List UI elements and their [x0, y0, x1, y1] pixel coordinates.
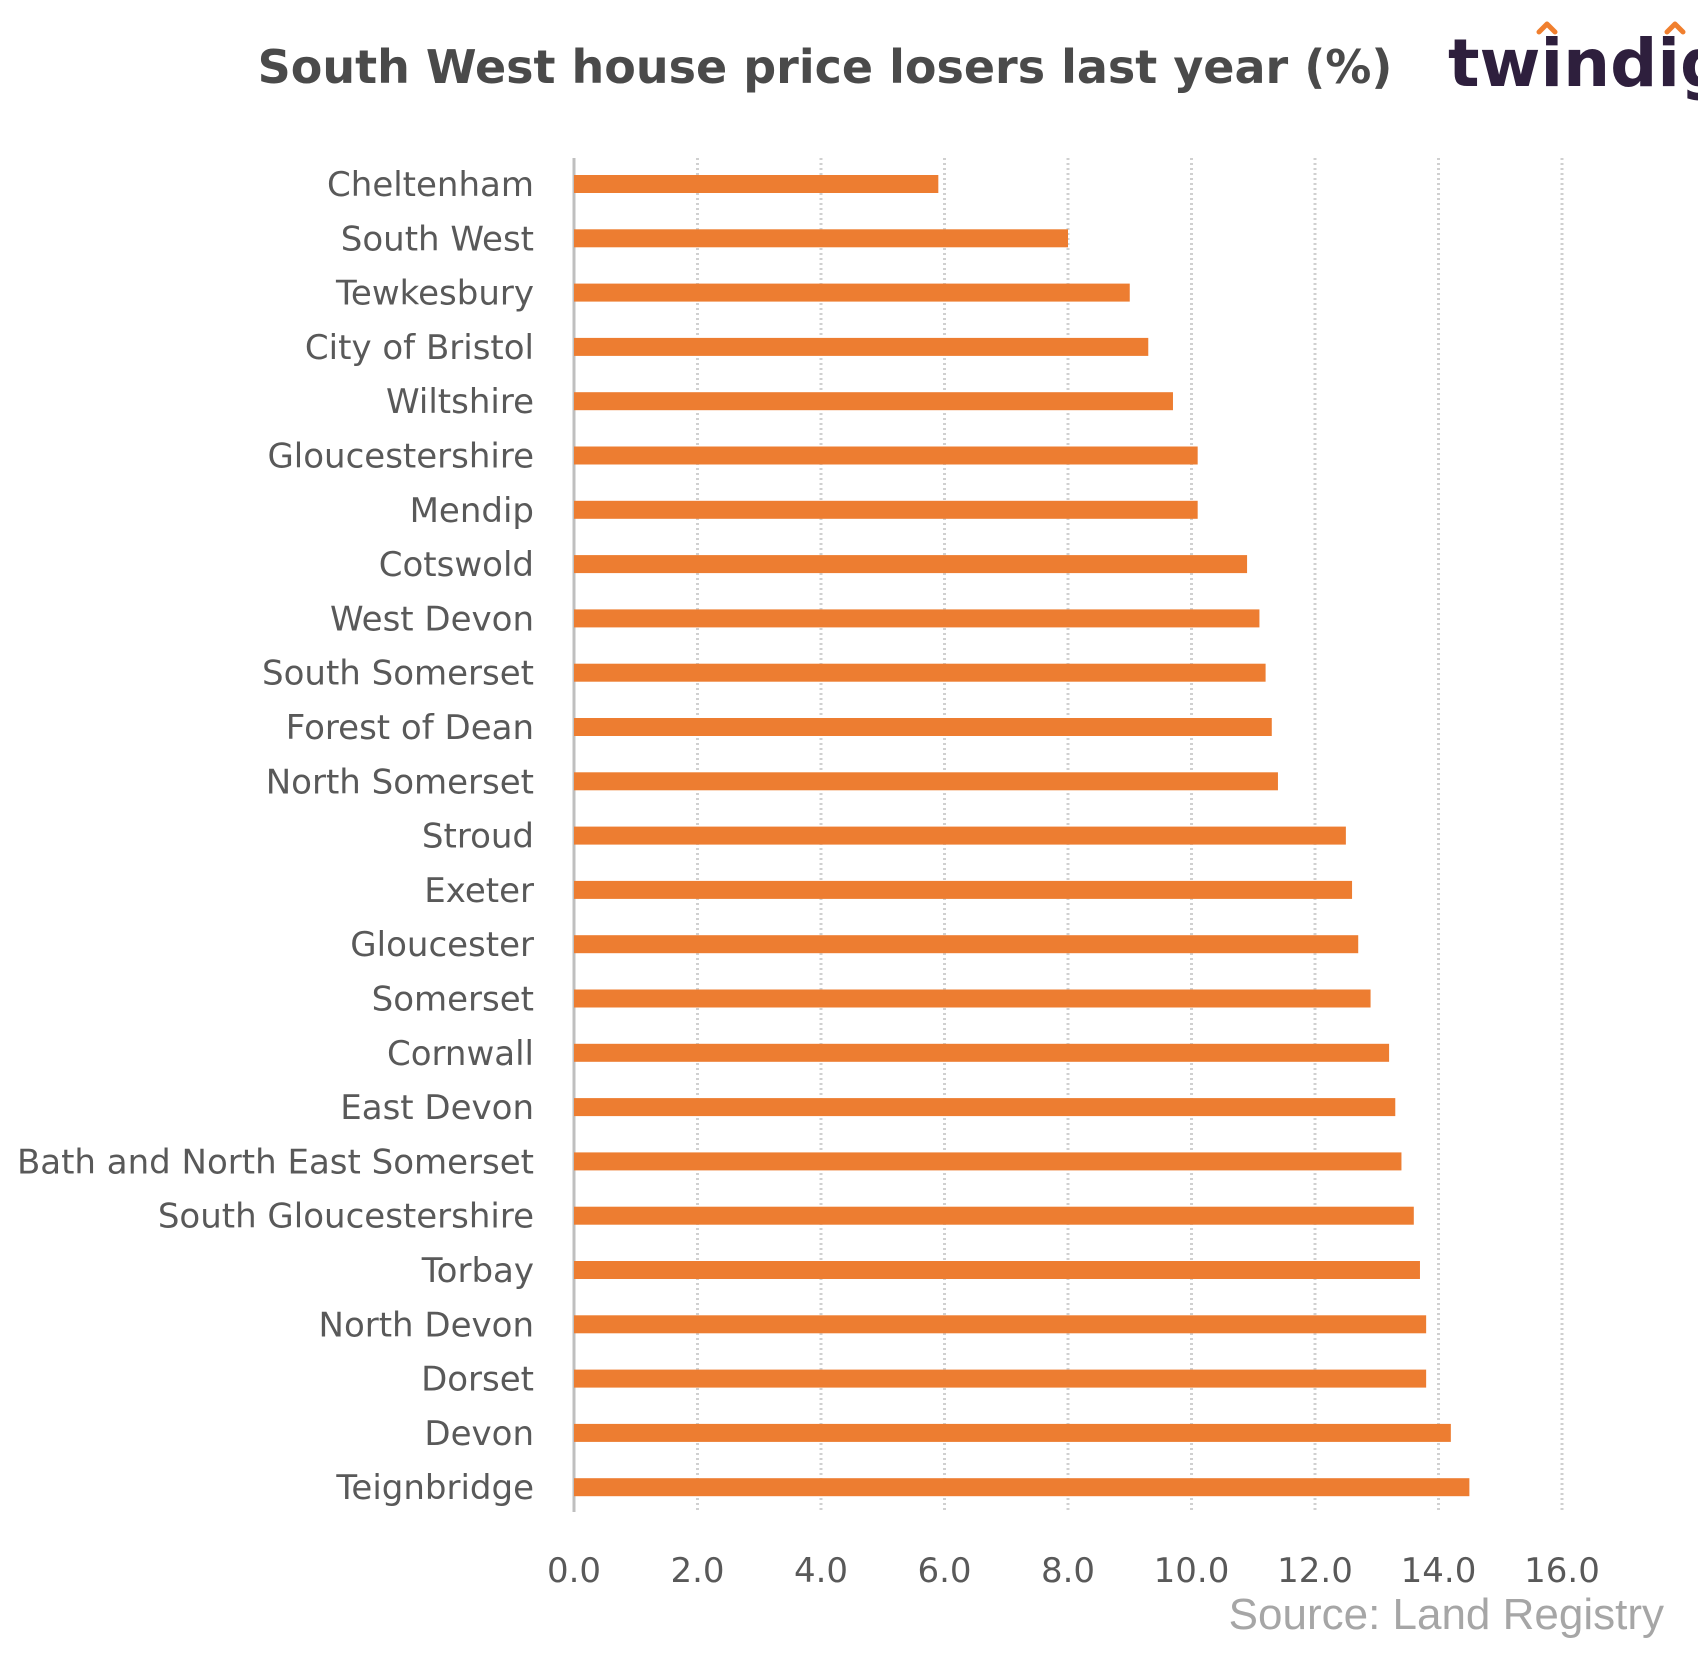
x-tick-label: 4.0 [794, 1551, 848, 1591]
bar [574, 1423, 1451, 1442]
category-label: Forest of Dean [286, 708, 534, 748]
category-label: Stroud [422, 817, 534, 857]
x-tick-label: 0.0 [547, 1551, 601, 1591]
category-label: Mendip [410, 491, 534, 531]
category-label: West Devon [330, 599, 534, 639]
bar [574, 175, 939, 193]
bar [574, 1098, 1396, 1117]
x-tick-label: 6.0 [917, 1551, 971, 1591]
category-label: Gloucestershire [267, 437, 534, 477]
bar [574, 283, 1130, 302]
x-tick-label: 8.0 [1041, 1551, 1095, 1591]
chart-title: South West house price losers last year … [257, 40, 1393, 94]
category-label: Wiltshire [386, 382, 534, 422]
x-axis-tick-labels: 0.0 2.0 4.0 6.0 8.0 10.0 12.0 14.0 16.0 [547, 1551, 1600, 1591]
category-label: Dorset [421, 1360, 534, 1400]
x-tick-label: 2.0 [670, 1551, 724, 1591]
category-label: Devon [424, 1414, 534, 1454]
bar [574, 229, 1068, 248]
category-label: Torbay [421, 1251, 534, 1291]
category-label: Cotswold [379, 545, 534, 585]
bar [574, 826, 1346, 845]
category-label: East Devon [340, 1088, 534, 1128]
bar [574, 1315, 1427, 1334]
bar [574, 935, 1359, 954]
x-tick-label: 10.0 [1154, 1551, 1230, 1591]
bar [574, 1369, 1427, 1388]
bar [574, 663, 1266, 682]
bar [574, 772, 1278, 791]
twindig-logo: twindig [1448, 18, 1698, 108]
bar [574, 1043, 1390, 1062]
category-label: Tewkesbury [335, 274, 534, 314]
bar [574, 500, 1198, 519]
category-label: Gloucester [350, 925, 534, 965]
bar [574, 718, 1272, 736]
category-label: North Devon [319, 1305, 534, 1345]
logo-graphic: twindig [1448, 21, 1698, 102]
bar [574, 555, 1248, 574]
category-label: South Somerset [262, 654, 534, 694]
x-tick-label: 14.0 [1401, 1551, 1477, 1591]
bar [574, 1478, 1470, 1497]
x-tick-label: 12.0 [1277, 1551, 1353, 1591]
category-label: Teignbridge [335, 1468, 534, 1508]
bar [574, 1206, 1414, 1225]
category-label: Bath and North East Somerset [17, 1142, 534, 1182]
category-label: Somerset [372, 980, 534, 1020]
category-label: North Somerset [266, 762, 534, 802]
bar [574, 609, 1260, 628]
category-label: South West [341, 219, 534, 259]
bar [574, 1152, 1402, 1171]
x-tick-label: 16.0 [1524, 1551, 1600, 1591]
bar [574, 1261, 1420, 1279]
bar [574, 880, 1353, 899]
bar [574, 337, 1149, 356]
bar [574, 989, 1371, 1008]
source-note: Source: Land Registry [1228, 1590, 1664, 1639]
category-label: Cheltenham [327, 165, 534, 205]
category-label: City of Bristol [305, 328, 534, 368]
bar [574, 446, 1198, 465]
bars [574, 175, 1470, 1497]
category-label: Exeter [424, 871, 534, 911]
bar [574, 392, 1173, 411]
svg-text:twindig: twindig [1448, 25, 1698, 102]
category-label: South Gloucestershire [158, 1197, 534, 1237]
category-label: Cornwall [387, 1034, 534, 1074]
category-labels: Cheltenham South West Tewkesbury City of Br… [17, 165, 534, 1508]
